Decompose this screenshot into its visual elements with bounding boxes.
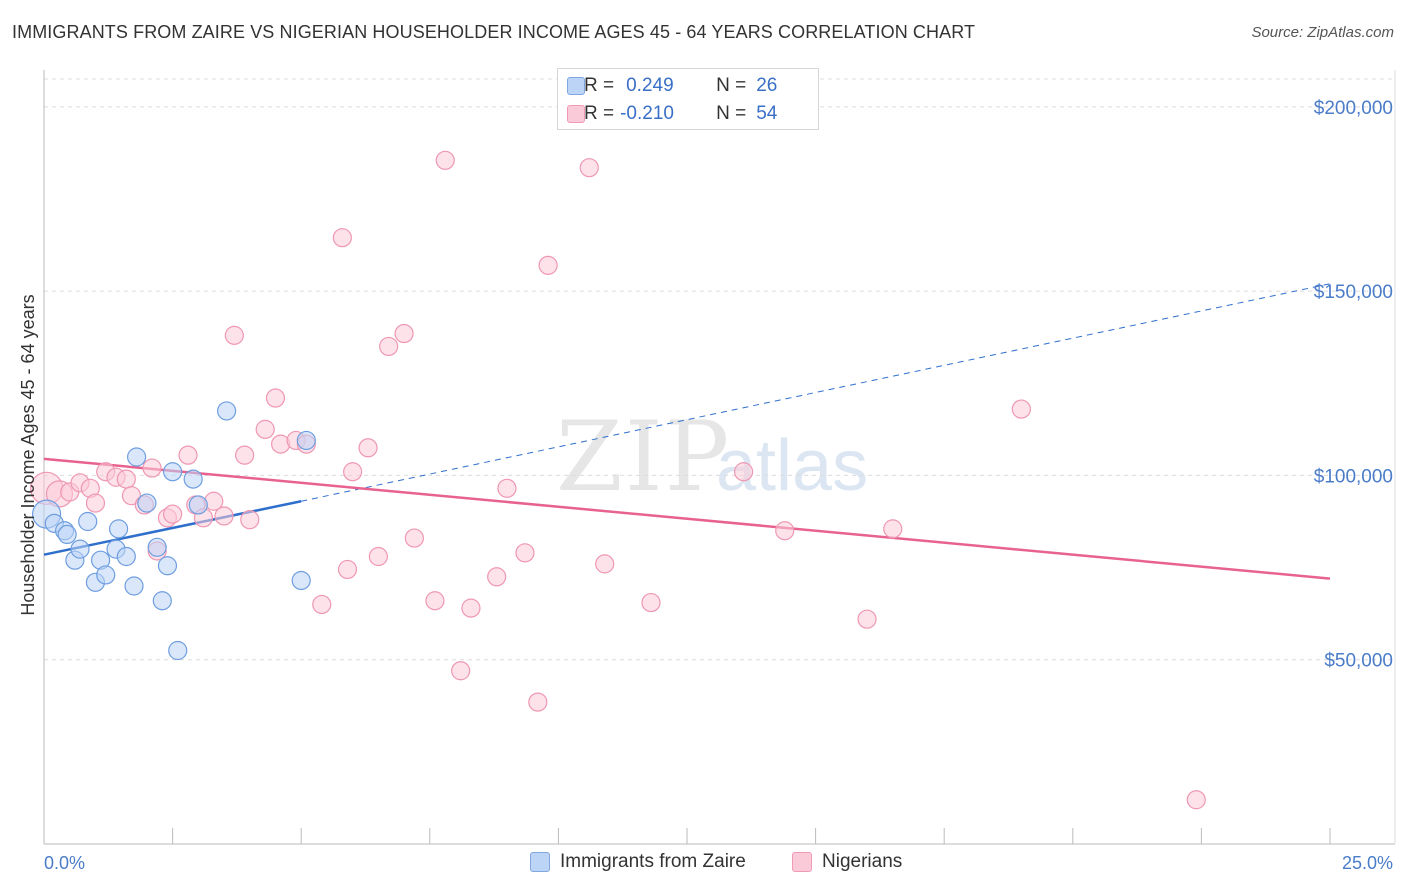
r-value-nigerians: -0.210	[620, 103, 674, 124]
stats-row-nigerians: R = -0.210 N = 54	[567, 101, 778, 127]
zaire-point	[296, 430, 316, 451]
r-label: R =	[584, 103, 615, 124]
legend-item-zaire[interactable]: Immigrants from Zaire	[530, 851, 746, 873]
legend-swatch-zaire	[530, 852, 550, 872]
n-value-zaire: 26	[756, 75, 778, 96]
nigerian-point	[379, 336, 399, 357]
axes	[43, 70, 1396, 845]
zaire-point	[78, 511, 98, 532]
nigerian-point	[435, 150, 455, 170]
nigerian-point	[595, 554, 615, 574]
legend-swatch-nigerians	[792, 852, 812, 872]
n-label: N =	[716, 103, 747, 124]
source-credit: Source: ZipAtlas.com	[1251, 24, 1394, 41]
nigerian-point	[163, 504, 183, 524]
nigerian-point	[425, 591, 445, 611]
gridlines	[44, 78, 1395, 661]
nigerian-point	[487, 567, 507, 587]
nigerian-point	[224, 325, 244, 345]
zaire-point	[126, 447, 147, 467]
nigerian-point	[1011, 399, 1031, 419]
x-tick-label-min: 0.0%	[44, 853, 85, 873]
zaire-point	[163, 462, 183, 482]
nigerian-point	[1186, 790, 1206, 810]
nigerian-point	[579, 158, 599, 178]
zaire-point	[70, 539, 90, 559]
x-tick-label-max: 25.0%	[1342, 853, 1393, 873]
zaire-point	[57, 524, 77, 545]
nigerian-point	[358, 438, 378, 458]
r-value-zaire: 0.249	[626, 75, 674, 96]
nigerian-point	[883, 519, 903, 539]
axis-labels: $50,000 $100,000 $150,000 $200,000 0.0% 25.0%…	[18, 98, 1393, 873]
nigerian-point	[451, 661, 471, 681]
nigerian-point	[497, 478, 517, 498]
stats-row-zaire: R = 0.249 N = 26	[567, 73, 778, 99]
chart-title: IMMIGRANTS FROM ZAIRE VS NIGERIAN HOUSEH…	[12, 22, 976, 42]
data-points	[29, 150, 1206, 810]
y-axis-title: Householder Income Ages 45 - 64 years	[18, 294, 38, 615]
nigerian-trend-line	[43, 457, 1331, 580]
nigerian-point	[461, 598, 481, 618]
n-label: N =	[716, 75, 747, 96]
zaire-point	[188, 495, 208, 515]
y-tick-label: $50,000	[1324, 651, 1393, 672]
nigerian-point	[538, 255, 558, 275]
watermark-zip: ZIP	[556, 401, 731, 513]
chart-legend: Immigrants from Zaire Nigerians	[0, 851, 1406, 877]
zaire-point	[291, 570, 311, 591]
nigerian-point	[142, 458, 162, 478]
nigerian-point	[312, 594, 332, 615]
zaire-point	[217, 401, 237, 421]
r-label: R =	[584, 75, 615, 96]
zaire-point	[137, 493, 157, 513]
nigerian-point	[240, 510, 260, 530]
nigerian-point	[214, 506, 234, 526]
nigerian-point	[404, 528, 424, 548]
y-tick-label: $200,000	[1314, 98, 1393, 119]
y-tick-label: $100,000	[1314, 466, 1393, 487]
nigerian-point	[337, 559, 358, 580]
zaire-point	[168, 640, 188, 661]
y-tick-label: $150,000	[1314, 282, 1393, 303]
legend-label-zaire: Immigrants from Zaire	[560, 851, 746, 872]
zaire-point	[157, 556, 178, 576]
nigerian-point	[235, 445, 255, 465]
nigerian-point	[528, 692, 548, 712]
nigerian-point	[368, 546, 388, 567]
nigerian-point	[394, 323, 414, 344]
zaire-swatch	[567, 77, 585, 95]
n-value-nigerians: 54	[756, 103, 778, 124]
nigerian-point	[857, 609, 877, 629]
nigerian-point	[641, 592, 661, 613]
zaire-point	[116, 546, 136, 567]
nigerian-point	[775, 521, 795, 541]
zaire-point	[124, 576, 144, 596]
nigerian-point	[332, 228, 352, 248]
zaire-point	[96, 565, 116, 585]
nigerian-point	[265, 388, 286, 408]
zaire-point	[147, 537, 167, 557]
nigerian-point	[85, 493, 106, 513]
nigerian-point	[515, 543, 535, 563]
zaire-point	[152, 591, 172, 611]
nigerians-swatch	[567, 105, 585, 123]
nigerian-point	[178, 445, 198, 465]
nigerian-point	[255, 419, 275, 439]
stats-legend-box: R = 0.249 N = 26 R = -0.210 N = 54	[557, 68, 819, 130]
zaire-point	[183, 469, 203, 489]
zaire-point	[108, 519, 129, 539]
nigerian-point	[733, 462, 754, 482]
legend-item-nigerians[interactable]: Nigerians	[792, 851, 902, 873]
nigerian-point	[343, 462, 363, 482]
nigerian-point	[116, 469, 136, 489]
legend-label-nigerians: Nigerians	[822, 851, 903, 872]
